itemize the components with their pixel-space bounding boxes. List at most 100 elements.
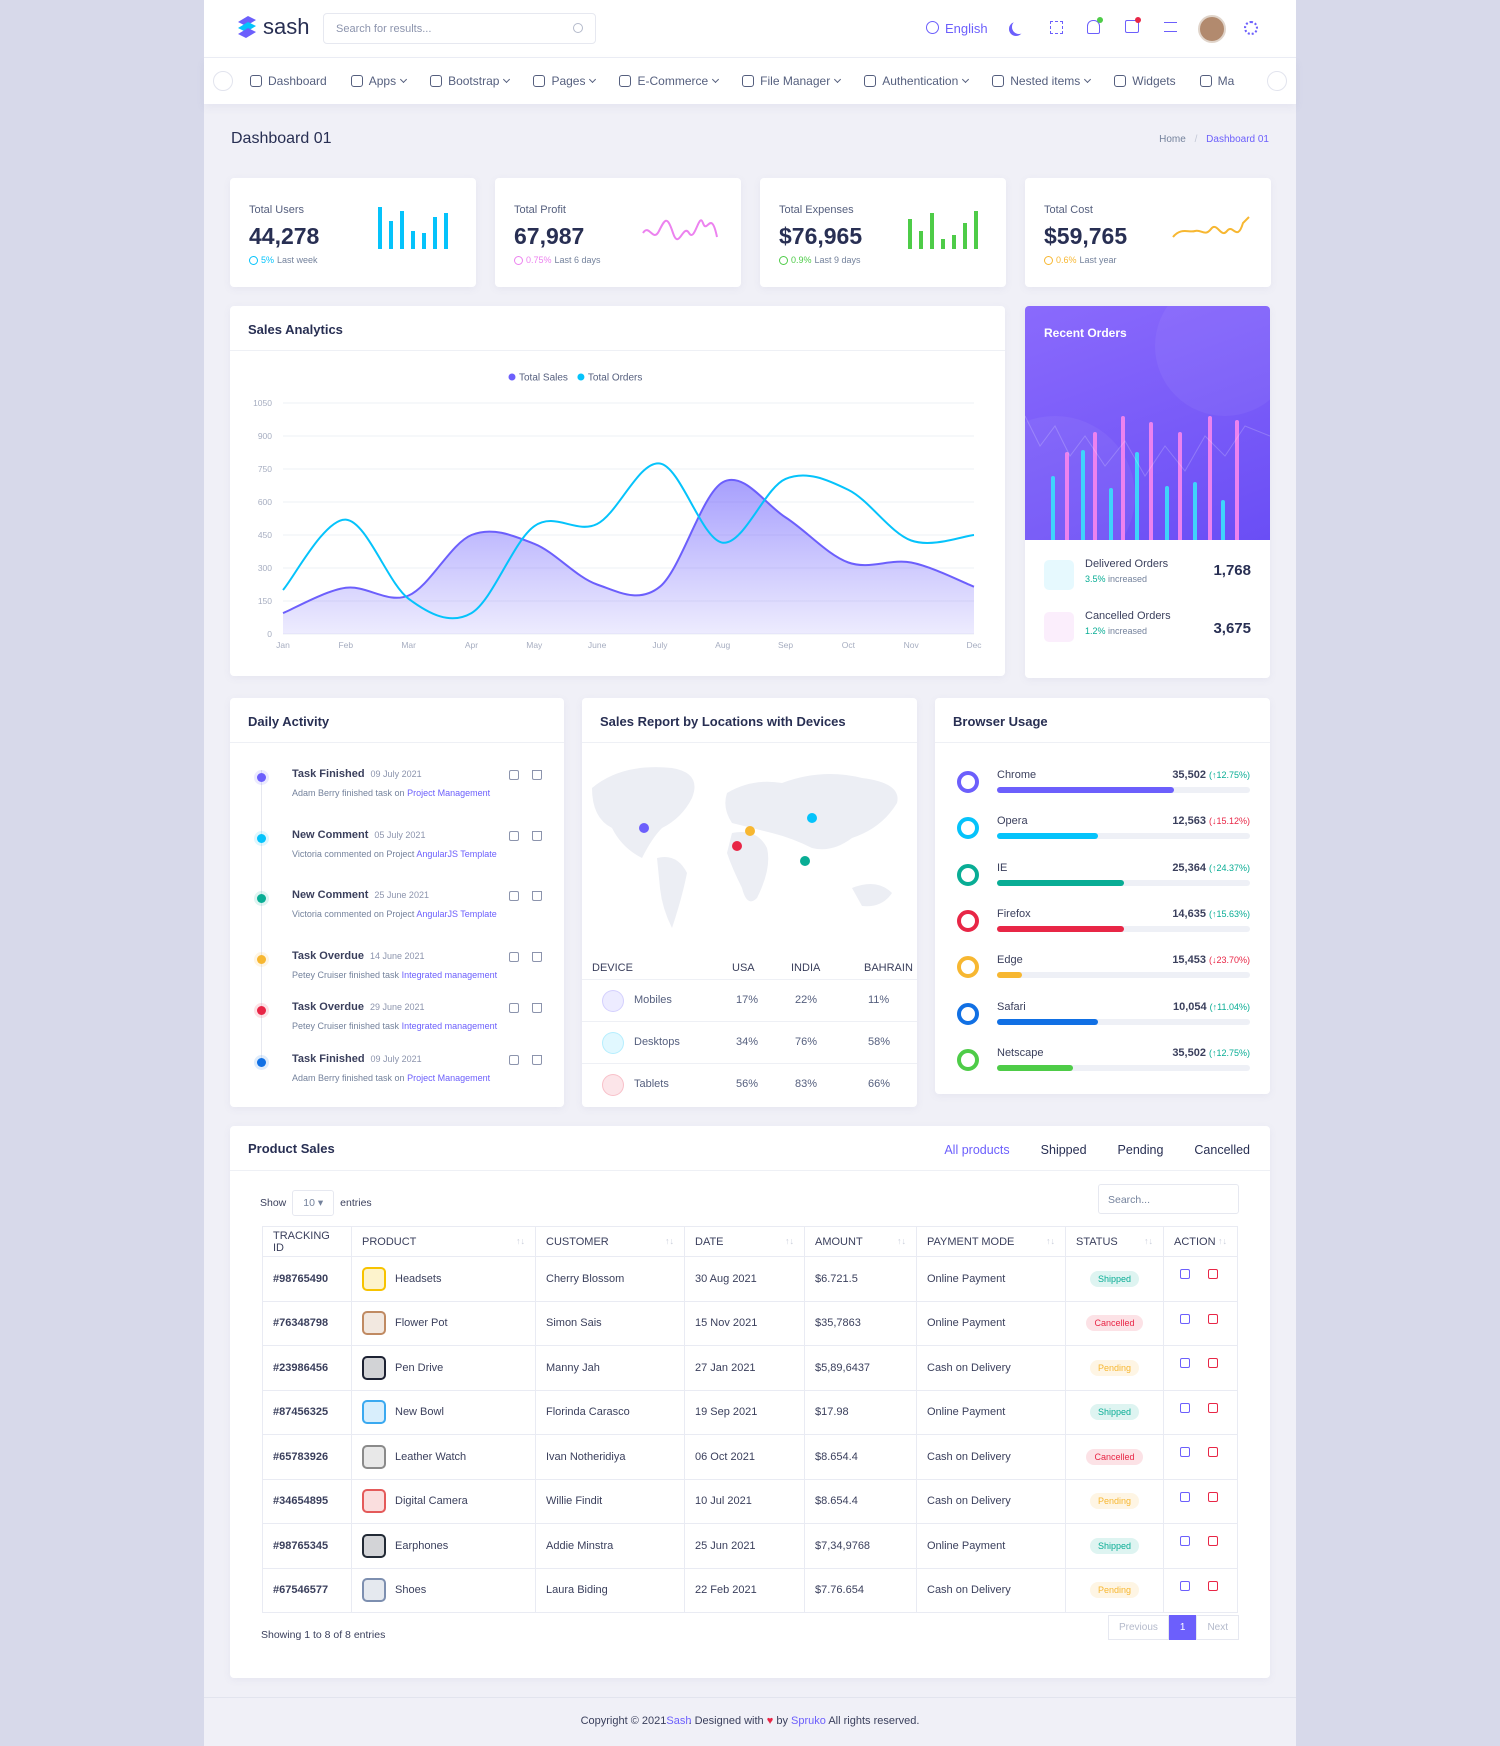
menu-icon[interactable] <box>1164 22 1177 32</box>
order-label: Cancelled Orders <box>1085 610 1171 622</box>
delete-icon[interactable] <box>1208 1269 1218 1279</box>
nav-item[interactable]: Apps <box>350 74 408 88</box>
series-line <box>282 462 975 620</box>
column-header: USA <box>732 962 755 974</box>
activity-link[interactable]: Integrated management <box>401 1021 498 1031</box>
column-header[interactable]: PRODUCT ↑↓ <box>351 1226 536 1257</box>
edit-icon[interactable] <box>1180 1269 1190 1279</box>
page-button[interactable]: Previous <box>1107 1615 1169 1640</box>
tab[interactable]: Shipped <box>1040 1143 1087 1157</box>
column-header: DEVICE <box>592 962 633 974</box>
activity-link[interactable]: Project Management <box>407 1073 491 1083</box>
column-header[interactable]: ACTION ↑↓ <box>1163 1226 1238 1257</box>
activity-link[interactable]: AngularJS Template <box>416 909 497 919</box>
table-search[interactable]: Search... <box>1098 1184 1239 1214</box>
column-label: TRACKING ID <box>273 1229 330 1254</box>
breadcrumb-sep: / <box>1194 134 1198 145</box>
cell-text: Manny Jah <box>546 1361 600 1374</box>
edit-icon[interactable] <box>509 831 519 841</box>
activity-title-text: Task Finished <box>292 768 365 780</box>
delete-icon[interactable] <box>532 1003 542 1013</box>
cell-text: Florinda Carasco <box>546 1406 630 1419</box>
table-header-row: TRACKING ID PRODUCT ↑↓ CUSTOMER ↑↓ DATE ↑↓ AMOU… <box>262 1226 1238 1257</box>
delete-icon[interactable] <box>1208 1580 1218 1591</box>
edit-icon[interactable] <box>1180 1536 1190 1546</box>
delete-icon[interactable] <box>1208 1402 1218 1413</box>
footer-author[interactable]: Spruko <box>791 1715 826 1727</box>
delete-icon[interactable] <box>532 891 542 901</box>
nav-item[interactable]: Dashboard <box>250 74 327 88</box>
fullscreen-icon[interactable] <box>1050 21 1063 34</box>
edit-icon[interactable] <box>509 1003 519 1013</box>
nav-icon <box>350 75 363 87</box>
sparkline <box>908 211 978 249</box>
edit-icon[interactable] <box>1180 1447 1190 1457</box>
edit-icon[interactable] <box>1180 1580 1190 1591</box>
edit-icon[interactable] <box>509 891 519 901</box>
edit-icon[interactable] <box>509 952 519 962</box>
nav-item[interactable]: Pages <box>533 74 597 88</box>
tab[interactable]: Pending <box>1117 1143 1164 1157</box>
column-header[interactable]: CUSTOMER ↑↓ <box>535 1226 685 1257</box>
edit-icon[interactable] <box>1180 1402 1190 1413</box>
nav-item[interactable]: Nested items <box>992 74 1092 88</box>
tab[interactable]: All products <box>944 1143 1010 1157</box>
delete-icon[interactable] <box>1208 1536 1218 1546</box>
delete-icon[interactable] <box>532 770 542 780</box>
progress-bar <box>997 1018 1099 1025</box>
column-header[interactable]: DATE ↑↓ <box>684 1226 805 1257</box>
footer-brand[interactable]: Sash <box>666 1715 692 1727</box>
page-button[interactable]: 1 <box>1168 1615 1197 1640</box>
delete-icon[interactable] <box>1208 1358 1218 1368</box>
language[interactable]: English <box>945 21 988 36</box>
avatar[interactable] <box>1198 15 1226 43</box>
edit-icon[interactable] <box>1180 1313 1190 1324</box>
search-box[interactable]: Search for results... <box>323 13 596 44</box>
delete-icon[interactable] <box>532 952 542 962</box>
nav-item[interactable]: File Manager <box>742 74 842 88</box>
delete-icon[interactable] <box>532 831 542 841</box>
page-size-select[interactable]: 10 ▾ <box>292 1190 335 1216</box>
progress-track <box>997 925 1250 932</box>
column-header[interactable]: TRACKING ID <box>262 1226 352 1257</box>
product-image <box>362 1444 386 1469</box>
edit-icon[interactable] <box>1180 1358 1190 1368</box>
activity-link[interactable]: Integrated management <box>401 970 498 980</box>
activity-link[interactable]: AngularJS Template <box>416 849 497 859</box>
message-icon[interactable] <box>1125 20 1139 33</box>
delete-icon[interactable] <box>1208 1447 1218 1457</box>
delete-icon[interactable] <box>1208 1313 1218 1324</box>
nav-item[interactable]: Authentication <box>864 74 970 88</box>
edit-icon[interactable] <box>1180 1491 1190 1502</box>
main-nav: Dashboard Apps Bootstrap Pages E-Commerce Fil… <box>204 58 1296 104</box>
activity-link[interactable]: Project Management <box>407 788 491 798</box>
stat-change: 0.75% Last 6 days <box>514 255 601 265</box>
nav-next[interactable] <box>1267 71 1287 91</box>
activity-text: Adam Berry finished task on Project Mana… <box>292 788 490 798</box>
edit-icon[interactable] <box>509 1055 519 1065</box>
sort-icon: ↑↓ <box>897 1235 906 1246</box>
delete-icon[interactable] <box>532 1055 542 1065</box>
activity-date: 14 June 2021 <box>369 951 425 961</box>
tab[interactable]: Cancelled <box>1194 1143 1250 1157</box>
heart-icon: ♥ <box>766 1715 774 1727</box>
nav-item[interactable]: Widgets <box>1114 74 1176 88</box>
nav-item[interactable]: Ma <box>1199 74 1234 88</box>
column-header[interactable]: PAYMENT MODE ↑↓ <box>916 1226 1066 1257</box>
settings-icon[interactable] <box>1244 21 1258 35</box>
cell-text: $7,34,9768 <box>815 1539 871 1552</box>
nav-item[interactable]: E-Commerce <box>619 74 720 88</box>
activity-dot <box>257 894 266 903</box>
breadcrumb-item[interactable]: Home <box>1159 134 1186 145</box>
column-header[interactable]: AMOUNT ↑↓ <box>804 1226 917 1257</box>
delete-icon[interactable] <box>1208 1491 1218 1502</box>
page-button[interactable]: Next <box>1196 1615 1239 1640</box>
theme-icon[interactable] <box>1012 20 1026 34</box>
x-tick-label: Oct <box>842 640 856 650</box>
product-image <box>362 1311 386 1336</box>
nav-item[interactable]: Bootstrap <box>430 74 511 88</box>
notification-icon[interactable] <box>1087 20 1100 34</box>
edit-icon[interactable] <box>509 770 519 780</box>
column-header[interactable]: STATUS ↑↓ <box>1065 1226 1164 1257</box>
nav-prev[interactable] <box>213 71 233 91</box>
